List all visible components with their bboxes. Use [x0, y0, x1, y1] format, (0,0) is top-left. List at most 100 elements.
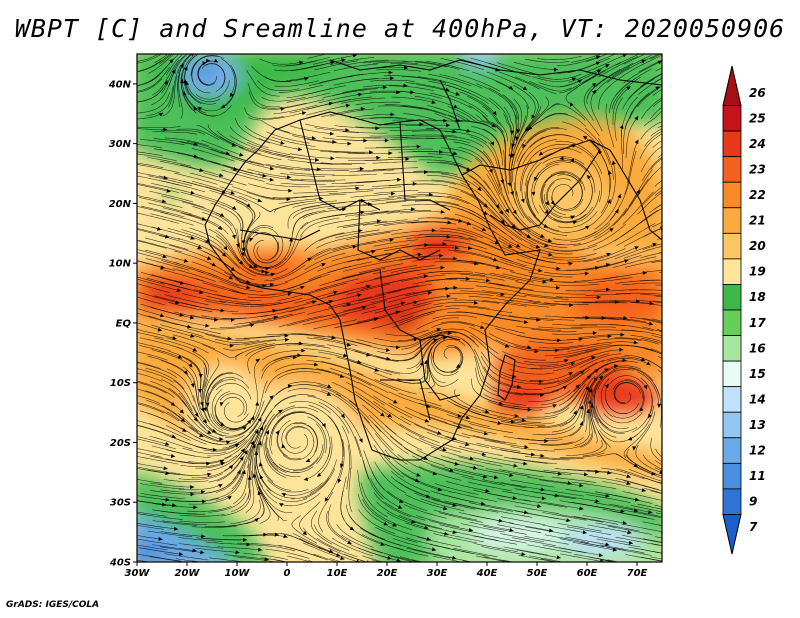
streamline	[496, 416, 542, 423]
streamline-arrow	[481, 452, 487, 457]
streamline-arrow	[485, 278, 491, 283]
colorbar-swatch	[722, 513, 742, 555]
streamline	[534, 161, 572, 182]
streamline-arrow	[254, 429, 259, 434]
streamline	[387, 490, 428, 511]
streamline-arrow	[192, 347, 198, 352]
streamline	[484, 439, 529, 448]
streamline	[243, 211, 261, 252]
streamline-arrow	[220, 104, 226, 109]
streamline	[154, 337, 198, 352]
streamline	[502, 196, 531, 233]
streamline	[280, 343, 325, 347]
streamline-arrow	[665, 560, 669, 564]
streamline	[649, 54, 662, 60]
streamline	[320, 108, 366, 118]
streamline	[235, 117, 270, 144]
streamline	[476, 83, 513, 109]
streamline	[429, 92, 472, 109]
streamline-arrow	[672, 466, 677, 470]
streamline	[165, 316, 210, 327]
streamline	[614, 243, 657, 259]
streamline	[137, 74, 160, 87]
streamline	[418, 437, 462, 453]
streamline	[621, 329, 662, 336]
streamline	[427, 341, 437, 384]
streamline	[215, 391, 231, 426]
streamline	[638, 356, 662, 370]
streamline-arrow	[391, 191, 396, 196]
streamline-arrow	[680, 563, 684, 567]
streamline	[315, 423, 325, 465]
streamline	[587, 277, 633, 284]
streamline-arrow	[340, 556, 345, 560]
streamline	[385, 255, 431, 263]
colorbar-swatch	[722, 386, 742, 413]
streamline-arrow	[206, 45, 210, 49]
streamline-arrow	[190, 190, 195, 195]
streamline	[598, 54, 617, 62]
streamline	[374, 220, 419, 226]
streamline	[580, 376, 599, 418]
streamline	[528, 271, 573, 278]
streamline	[191, 525, 237, 528]
streamline-arrow	[383, 521, 388, 526]
streamline	[187, 235, 227, 257]
streamline	[658, 271, 662, 273]
streamline	[138, 240, 182, 253]
streamline	[516, 258, 561, 270]
streamline-arrow	[200, 490, 206, 495]
streamline	[290, 179, 336, 182]
streamline-arrow	[687, 83, 691, 87]
streamline	[596, 246, 639, 262]
streamline	[219, 136, 262, 155]
streamline	[440, 321, 485, 329]
streamline	[445, 481, 490, 492]
streamline	[482, 534, 527, 544]
streamline	[342, 87, 387, 93]
streamline-arrow	[222, 252, 227, 257]
streamline	[486, 174, 510, 214]
streamline	[580, 198, 611, 231]
streamline	[326, 511, 352, 545]
streamline	[377, 347, 421, 356]
streamline	[191, 61, 211, 94]
streamline	[203, 172, 247, 186]
streamline	[137, 78, 162, 93]
streamline-arrow	[161, 199, 167, 204]
streamline	[515, 113, 541, 151]
streamline	[649, 203, 662, 213]
streamline	[559, 514, 604, 523]
streamline-arrow	[598, 376, 604, 381]
colorbar-swatch	[722, 488, 742, 515]
streamline	[503, 139, 508, 185]
streamline-arrow	[412, 181, 417, 186]
streamline	[406, 547, 451, 559]
colorbar-label: 23	[749, 162, 766, 176]
streamline-arrow	[659, 470, 662, 475]
streamline	[629, 289, 662, 291]
streamline	[247, 454, 253, 500]
streamline	[544, 272, 589, 275]
streamline	[569, 159, 596, 193]
streamline	[309, 459, 337, 494]
streamline	[215, 382, 252, 400]
streamline	[621, 523, 662, 533]
streamline-arrow	[579, 405, 584, 410]
streamline	[391, 265, 436, 273]
streamline	[137, 544, 168, 551]
streamline	[137, 240, 167, 249]
streamline	[498, 183, 521, 223]
streamline	[652, 300, 662, 303]
streamline	[274, 80, 319, 87]
streamline	[590, 408, 611, 448]
streamline	[539, 501, 584, 510]
streamline	[335, 229, 380, 239]
streamline	[498, 71, 540, 90]
streamline-arrow	[218, 484, 223, 488]
streamline	[489, 203, 522, 236]
streamline-arrow	[583, 472, 588, 477]
streamline-arrow	[231, 142, 237, 147]
streamline	[553, 206, 593, 223]
